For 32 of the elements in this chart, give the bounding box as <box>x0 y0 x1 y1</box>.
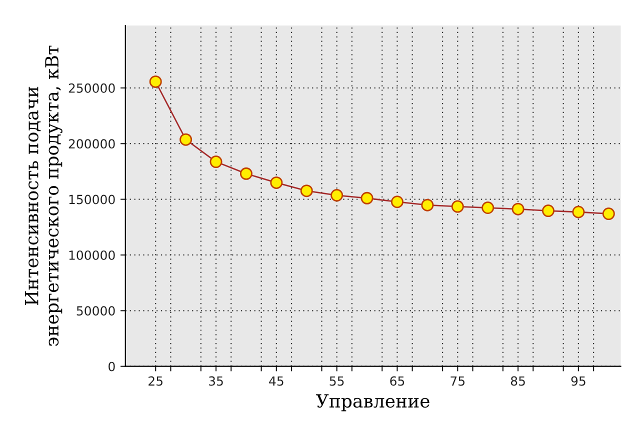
y-tick-label: 250000 <box>68 83 115 93</box>
point <box>602 208 615 220</box>
y-tick-label: 100000 <box>69 250 115 260</box>
point <box>482 202 494 214</box>
x-axis-title: Управление <box>316 394 430 412</box>
point <box>210 156 222 168</box>
y-tick-label: 50000 <box>76 306 115 316</box>
point <box>512 202 524 216</box>
y-tick-label: 150000 <box>69 194 115 204</box>
point <box>149 75 162 88</box>
x-tick-label: 45 <box>269 376 284 386</box>
point <box>390 196 404 208</box>
y-tick-label: 0 <box>108 362 115 372</box>
x-tick-label: 75 <box>450 376 464 386</box>
point <box>180 133 192 146</box>
y-axis-title: Интенсивность подачи энергетического продукта, кВт <box>25 46 62 346</box>
point <box>572 206 585 218</box>
point <box>421 198 434 212</box>
y-tick-label: 200000 <box>68 139 115 149</box>
x-tick-label: 25 <box>148 376 162 386</box>
point <box>240 167 252 180</box>
point <box>300 184 313 198</box>
point <box>451 200 464 213</box>
point <box>330 189 344 202</box>
x-tick-label: 85 <box>510 376 525 386</box>
point <box>270 176 283 189</box>
x-tick-label: 65 <box>390 376 404 386</box>
point <box>360 192 374 204</box>
x-tick-label: 95 <box>571 376 586 386</box>
point <box>542 204 554 218</box>
x-tick-label: 35 <box>209 376 223 386</box>
x-tick-label: 55 <box>330 376 344 386</box>
